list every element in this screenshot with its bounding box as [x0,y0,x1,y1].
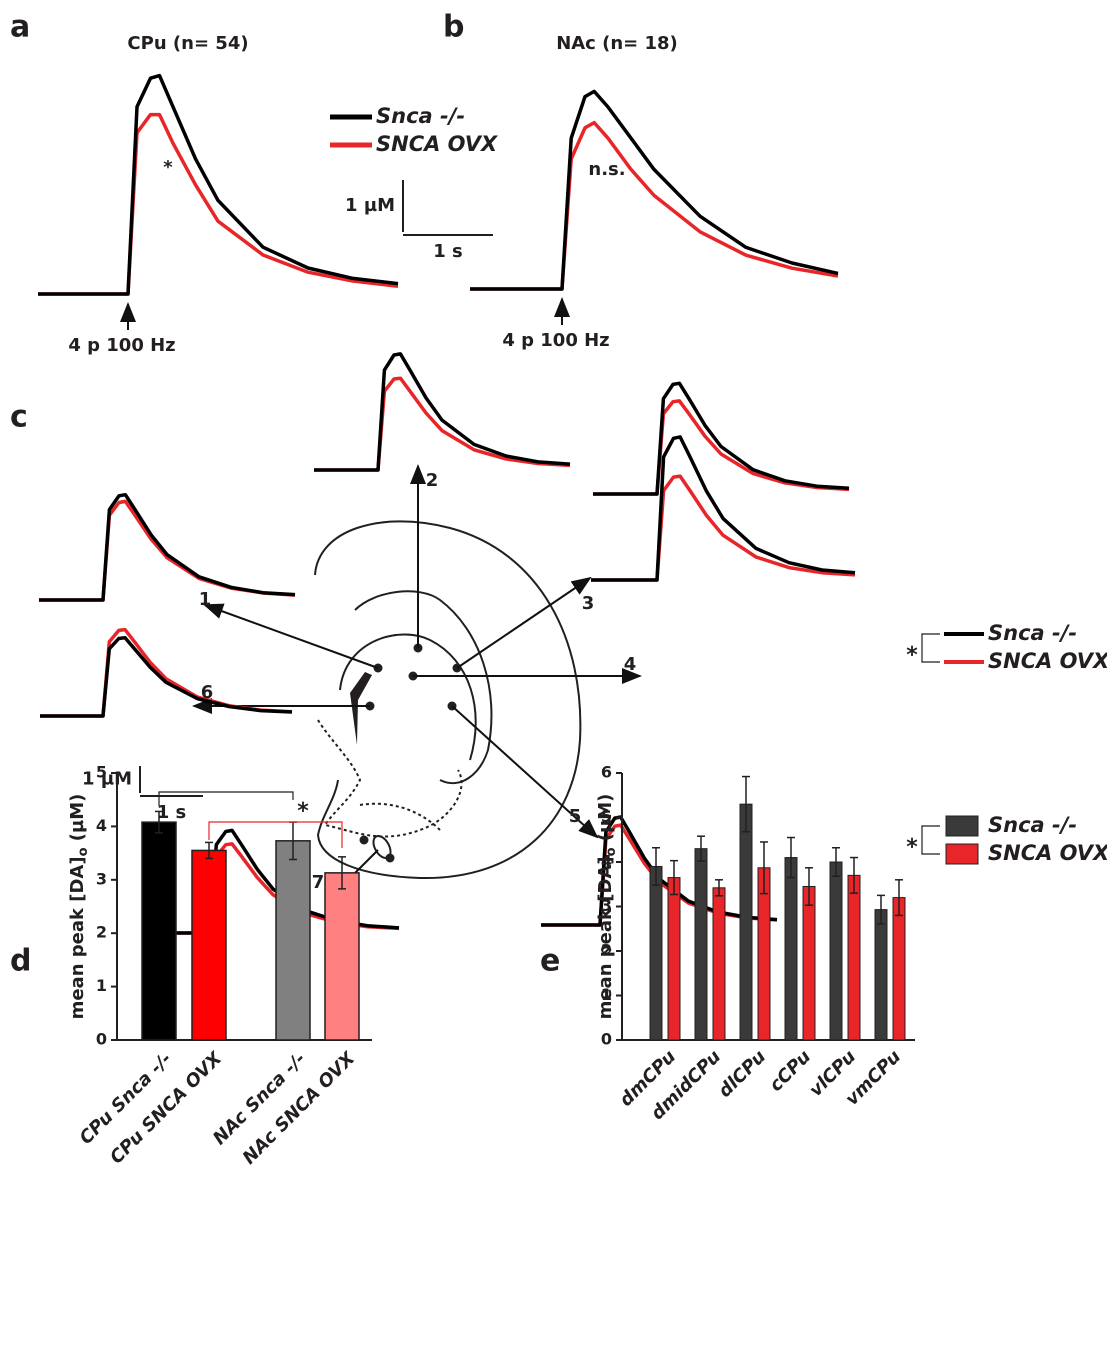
trace-line [593,381,850,496]
legend-bracket [921,633,940,663]
panel-label: d [10,944,31,979]
significance: * [906,643,918,668]
trace-line [147,828,400,935]
trace-line [470,89,839,291]
bar [191,849,227,1041]
panel-label: e [540,944,560,979]
stimulus-label: 4 p 100 Hz [502,330,609,351]
bar [275,840,311,1041]
scale-bar-label: 1 µM [345,195,395,216]
annotation: * [163,157,173,178]
scale-bar-label: 1 µM [82,769,132,790]
legend-swatch [945,815,979,837]
site-label: 2 [426,470,439,491]
y-label-sub: o [76,847,91,856]
trace-line [38,73,399,296]
site-label: 6 [201,682,214,703]
bar [847,874,861,1041]
y-tick-label: 5 [601,807,612,826]
trace-line [38,112,399,296]
trace-line [39,499,296,602]
site-label: 5 [569,806,582,827]
y-tick-label: 5 [96,763,107,782]
bar [739,803,753,1041]
bar [141,821,177,1041]
y-tick-label: 2 [601,941,612,960]
legend-label: SNCA OVX [988,649,1107,673]
bar [649,865,663,1041]
chart-title: CPu (n= 54) [127,33,248,54]
scale-bar-label: 1 s [433,241,463,262]
bar [784,857,798,1041]
trace-line [591,474,856,582]
trace-line [40,635,293,718]
y-label-main: mean peak [DA] [595,856,616,1019]
y-label-sub: o [604,847,619,856]
y-label-main: mean peak [DA] [67,856,88,1019]
y-tick-label: 2 [96,923,107,942]
panel-label: a [10,10,30,45]
significance: * [906,835,918,860]
significance: * [297,799,309,824]
stimulus-label: 4 p 100 Hz [68,335,175,356]
annotation: n.s. [588,159,625,180]
site-label: 3 [582,593,595,614]
panel-label: c [10,400,28,435]
bar [694,848,708,1041]
legend-label: Snca -/- [988,621,1077,645]
bar [892,897,906,1041]
scale-bar-label: 1 s [157,802,187,823]
x-tick-label: dlCPu [714,1046,770,1102]
significance-bracket [208,821,343,848]
brain-diagram [192,464,642,902]
bar [667,877,681,1041]
bar [829,861,843,1041]
y-tick-label: 0 [601,1030,612,1049]
panel-label: b [443,10,464,45]
y-tick-label: 3 [601,896,612,915]
legend-label: Snca -/- [376,104,465,128]
chart-title: NAc (n= 18) [556,33,678,54]
trace-line [470,120,839,291]
legend-bracket [921,825,940,855]
trace-line [314,376,571,472]
y-tick-label: 4 [601,852,612,871]
y-label-unit: (µM) [595,794,616,848]
y-tick-label: 0 [96,1030,107,1049]
trace-line [314,352,571,472]
trace-line [591,435,856,582]
y-tick-label: 6 [601,763,612,782]
legend-label: SNCA OVX [988,841,1107,865]
site-label: 4 [624,654,637,675]
bar [802,885,816,1041]
bar [324,872,360,1041]
site-label: 7 [312,872,325,893]
y-axis-label: mean peak [DA]o (µM) [67,794,91,1020]
trace-line [40,627,293,718]
y-tick-label: 1 [96,976,107,995]
bar [874,909,888,1041]
y-tick-label: 1 [601,985,612,1004]
legend-swatch [945,843,979,865]
y-tick-label: 3 [96,869,107,888]
site-label: 1 [199,589,212,610]
y-axis-label: mean peak [DA]o (µM) [595,794,619,1020]
legend-label: SNCA OVX [376,132,499,156]
bar [712,887,726,1041]
legend-label: Snca -/- [988,813,1077,837]
y-label-unit: (µM) [67,794,88,848]
trace-line [39,492,296,602]
y-tick-label: 4 [96,816,107,835]
significance-bracket [158,791,294,806]
